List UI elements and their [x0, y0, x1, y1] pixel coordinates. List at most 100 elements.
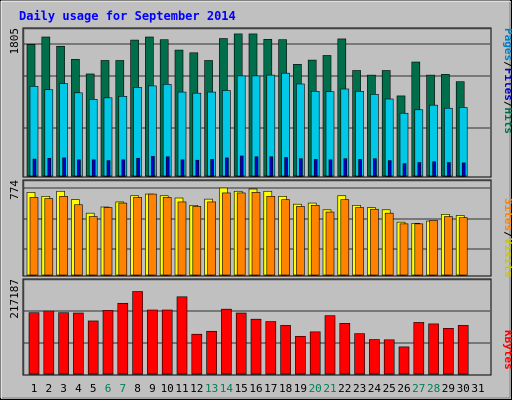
visits-bars	[26, 187, 468, 276]
hits-axis-max-label: 1805	[8, 28, 21, 55]
sites-bar	[118, 202, 128, 276]
day-label: 21	[323, 382, 336, 395]
day-label: 10	[161, 382, 174, 395]
pages-bar	[121, 159, 126, 177]
day-label: 19	[294, 382, 307, 395]
kbytes-bar	[324, 315, 336, 375]
kbytes-bar	[87, 320, 99, 375]
kbytes-bar	[457, 325, 469, 375]
kbytes-bar	[369, 339, 380, 375]
kbytes-axis-max-label: 217187	[8, 279, 21, 319]
pages-bar	[269, 156, 274, 177]
day-label: 4	[75, 382, 82, 395]
pages-bar	[328, 159, 333, 177]
sites-bar	[251, 192, 261, 276]
day-label: 13	[205, 382, 218, 395]
sites-visits-panel: 774 Sites/Visits	[8, 179, 512, 278]
day-label: 28	[427, 382, 440, 395]
kbytes-bar	[250, 318, 262, 375]
day-label: 31	[471, 382, 484, 395]
pages-bar	[77, 159, 81, 177]
sites-bar	[222, 192, 231, 276]
day-label: 22	[338, 382, 351, 395]
kbytes-bar	[398, 346, 410, 375]
pages-bar	[447, 162, 451, 177]
legend-entry: Visits	[502, 238, 512, 278]
pages-bar	[387, 160, 392, 177]
sites-bar	[177, 201, 187, 276]
day-label: 24	[368, 382, 382, 395]
kbytes-bar	[280, 325, 291, 375]
sites-bar	[370, 208, 379, 276]
pages-bar	[106, 160, 111, 177]
kbytes-bar	[161, 309, 173, 375]
day-label: 9	[149, 382, 156, 395]
kbytes-bar	[383, 339, 395, 375]
day-label: 1	[31, 382, 38, 395]
kbytes-bar	[43, 310, 55, 375]
chart-title: Daily usage for September 2014	[19, 9, 236, 23]
day-label: 12	[190, 382, 203, 395]
kbytes-bar	[221, 308, 232, 375]
day-label: 23	[353, 382, 366, 395]
pages-bar	[225, 157, 229, 177]
hits-bars	[26, 33, 468, 177]
kbytes-bar	[443, 328, 454, 375]
legend-entry: Sites	[502, 198, 512, 231]
sites-bar	[429, 220, 438, 276]
day-label: 14	[220, 382, 234, 395]
legend-entry: KBytes	[502, 330, 512, 370]
day-label: 30	[457, 382, 470, 395]
sites-bar	[103, 207, 113, 276]
sites-bar	[266, 196, 276, 276]
sites-bar	[133, 197, 142, 276]
kbytes-bar	[206, 330, 217, 375]
sites-bar	[192, 206, 202, 276]
kbytes-legend: KBytes	[502, 330, 512, 370]
pages-bar	[180, 159, 185, 177]
kbytes-bar	[428, 323, 439, 375]
sites-bar	[340, 199, 350, 276]
day-label: 29	[442, 382, 455, 395]
kbytes-bar	[191, 333, 203, 375]
sites-bar	[384, 212, 394, 276]
kbytes-bar	[73, 312, 84, 375]
day-label: 20	[309, 382, 322, 395]
kbytes-panel: 217187 KBytes	[8, 278, 512, 376]
legend-entry: /	[502, 101, 512, 108]
kbytes-bar	[235, 312, 247, 375]
day-label: 18	[279, 382, 292, 395]
pages-bar	[313, 159, 318, 177]
sites-bar	[74, 204, 83, 276]
day-labels: 1 2 3 4 5 6 7 8 9 10 11 12 13 14 15 16 17 18 19 20 21 22 23 24 2…	[31, 382, 485, 395]
pages-bar	[136, 157, 140, 177]
day-label: 15	[235, 382, 248, 395]
day-label: 11	[175, 382, 188, 395]
day-label: 25	[383, 382, 396, 395]
legend-entry: Files	[502, 68, 512, 101]
pages-bar	[210, 159, 214, 177]
sites-bar	[236, 192, 246, 276]
sites-bar	[296, 206, 305, 276]
kbytes-bar	[354, 333, 365, 375]
kbytes-bar	[117, 302, 129, 375]
pages-bar	[151, 156, 155, 177]
sites-bar	[148, 193, 157, 276]
kbytes-bar	[28, 312, 40, 375]
kbytes-bar	[102, 310, 114, 375]
pages-bar	[373, 158, 377, 177]
day-label: 27	[412, 382, 425, 395]
kbytes-bars	[28, 291, 469, 375]
sites-bar	[59, 196, 68, 276]
day-label: 2	[45, 382, 52, 395]
legend-entry: Hits	[502, 108, 512, 135]
sites-bar	[44, 198, 54, 276]
legend-entry: /	[502, 231, 512, 238]
pages-bar	[461, 162, 466, 177]
legend-entry: /	[502, 61, 512, 68]
pages-bar	[239, 155, 244, 177]
kbytes-bar	[339, 323, 351, 375]
sites-bar	[444, 216, 453, 276]
